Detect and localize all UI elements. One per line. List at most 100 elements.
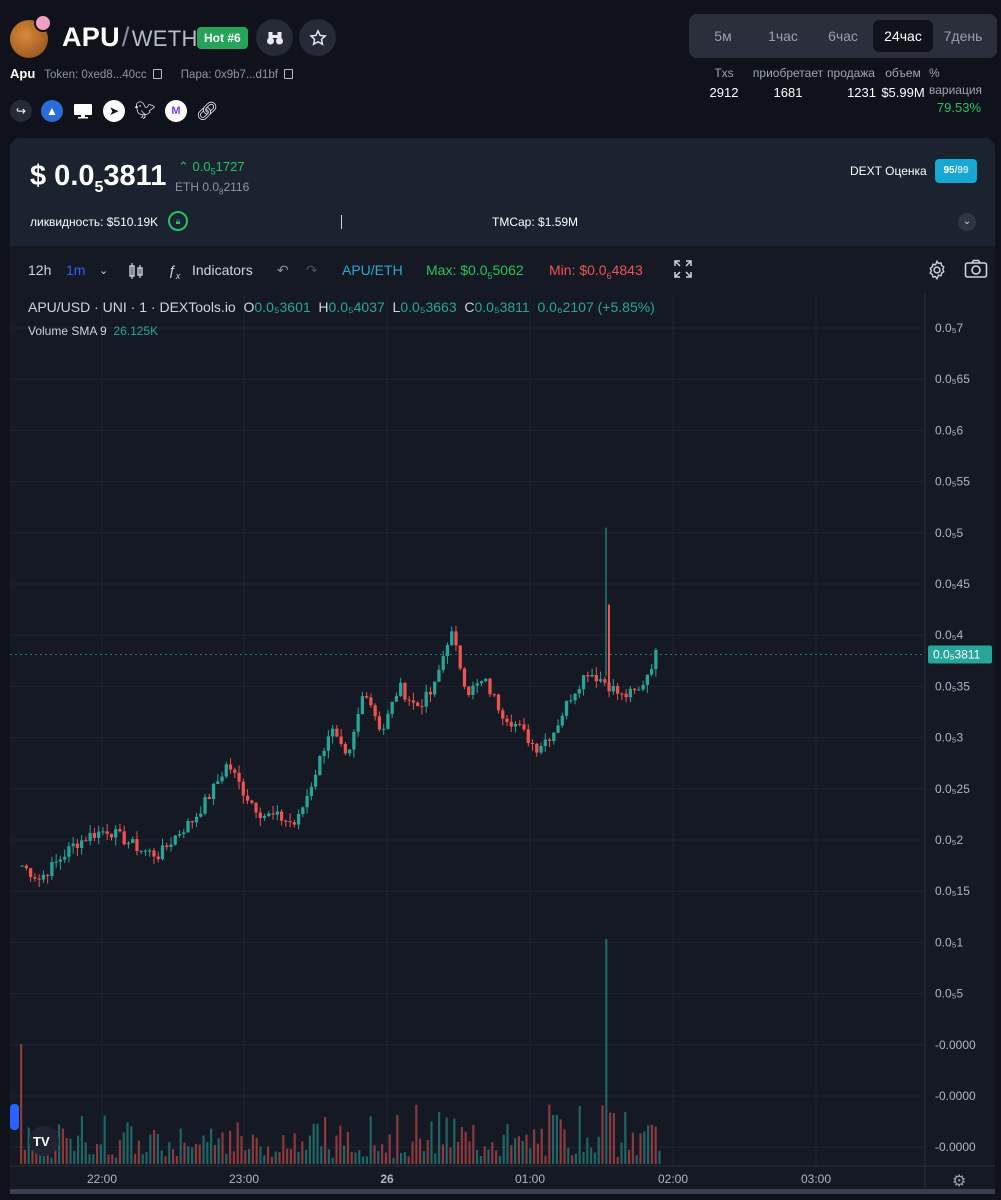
- candle-body: [288, 821, 292, 823]
- volume-bar: [50, 1157, 53, 1164]
- candle-body: [590, 675, 594, 677]
- undo-icon[interactable]: ↶: [277, 262, 289, 278]
- volume-bar: [495, 1150, 498, 1164]
- candle-body: [382, 728, 386, 730]
- candle-body: [624, 693, 628, 698]
- volume-bar: [122, 1132, 125, 1164]
- candle-body: [645, 674, 649, 685]
- favorite-button[interactable]: [299, 19, 336, 56]
- max-digits: 5062: [492, 262, 524, 278]
- stat-variation: % вариация 79.53%: [929, 66, 989, 115]
- price-prefix: $ 0.0: [30, 160, 95, 192]
- candle-body: [211, 783, 216, 800]
- pair-switch[interactable]: APU/ETH: [342, 262, 403, 278]
- star-icon: [308, 28, 327, 46]
- candle-body: [24, 865, 29, 869]
- fx-icon[interactable]: ƒx: [168, 262, 181, 281]
- candle-body: [301, 807, 305, 814]
- indicators-button[interactable]: Indicators: [192, 262, 253, 278]
- token-logo-badge: [34, 14, 52, 32]
- volume-bar: [384, 1152, 387, 1164]
- volume-bar: [297, 1151, 300, 1164]
- candle-body: [433, 681, 437, 695]
- y-tick-label: -0.0000: [935, 1089, 976, 1103]
- settings-gear-icon[interactable]: [926, 259, 948, 284]
- volume-value: 26.125K: [113, 324, 159, 338]
- twitter-icon[interactable]: 🐦︎: [134, 101, 156, 120]
- volume-bar: [586, 1137, 589, 1164]
- link-icon[interactable]: 🔗︎: [195, 100, 219, 121]
- legend-symbol: APU/USD · UNI · 1 · DEXTools.io: [28, 299, 236, 315]
- volume-bar: [206, 1141, 209, 1164]
- candle-body: [143, 850, 148, 852]
- share-icon[interactable]: ↪: [10, 100, 32, 122]
- volume-bar: [293, 1133, 296, 1164]
- candle-body: [586, 675, 590, 677]
- candle-body: [467, 686, 471, 696]
- volume-bar: [301, 1141, 304, 1164]
- candle-body: [156, 856, 160, 860]
- volume-bar: [609, 1112, 612, 1164]
- candles-icon[interactable]: [128, 262, 144, 283]
- pair-address: Пара: 0x9b7...d1bf: [180, 69, 278, 81]
- hot-badge[interactable]: Hot #6: [197, 27, 248, 49]
- camera-icon[interactable]: [964, 259, 988, 282]
- volume-bar: [23, 1149, 26, 1164]
- candle-body: [348, 749, 352, 754]
- volume-bar: [536, 1143, 539, 1164]
- expand-chevron-icon[interactable]: ⌄: [958, 213, 976, 231]
- volume-bar: [464, 1131, 467, 1164]
- liquidity-value: $510.19K: [106, 215, 159, 229]
- stat-buys: приобретает 1681: [750, 66, 826, 100]
- volume-bar: [251, 1134, 254, 1164]
- candle-body: [360, 696, 365, 715]
- x-tick-label: 22:00: [87, 1172, 117, 1186]
- interval-12h[interactable]: 12h: [28, 262, 52, 278]
- volume-bar: [491, 1142, 494, 1164]
- volume-bar: [194, 1143, 197, 1164]
- candle-body: [539, 746, 543, 753]
- timeframe-7d[interactable]: 7день: [943, 28, 983, 44]
- candle-body: [75, 843, 80, 848]
- copy-pair-icon[interactable]: [283, 69, 293, 79]
- telegram-icon[interactable]: ➤: [103, 100, 125, 122]
- chart-canvas[interactable]: 0.0₅70.0₅650.0₅60.0₅550.0₅50.0₅450.0₅40.…: [10, 246, 995, 1194]
- volume-label: Volume SMA 9: [28, 324, 107, 338]
- bottom-scrollbar: [10, 1189, 995, 1194]
- timeframe-1h[interactable]: 1час: [768, 28, 798, 44]
- copy-token-icon[interactable]: [152, 69, 162, 79]
- volume-bar: [373, 1145, 376, 1164]
- candle-body: [84, 840, 88, 842]
- volume-bar: [99, 1144, 102, 1164]
- interval-chevron-icon[interactable]: ⌄: [99, 265, 109, 277]
- stat-sells-label: продажа: [827, 66, 875, 80]
- volume-bar: [267, 1146, 270, 1164]
- coingecko-icon[interactable]: ▲: [41, 100, 63, 122]
- candle-body: [547, 739, 552, 742]
- candle-body: [131, 839, 135, 843]
- price-chart[interactable]: 0.0₅7 0.0₅65 0.0₅6 0.0₅55 0.0₅5 0.0₅45 0.0₅4 0.…: [10, 246, 995, 1194]
- fullscreen-icon[interactable]: [673, 259, 693, 282]
- token-name: Apu: [10, 66, 36, 81]
- y-tick-label: 0.0₅65: [935, 372, 970, 386]
- timeframe-5m[interactable]: 5м: [714, 28, 732, 44]
- eth-prefix: ETH 0.0: [175, 180, 220, 194]
- website-icon[interactable]: [72, 100, 94, 122]
- volume-bar: [58, 1124, 61, 1164]
- volume-bar: [658, 1150, 661, 1164]
- candle-body: [41, 874, 46, 880]
- dext-score-badge[interactable]: 95/99: [935, 159, 977, 183]
- redo-icon[interactable]: ↷: [306, 262, 318, 278]
- binoculars-button[interactable]: [256, 19, 293, 56]
- candle-body: [152, 850, 156, 857]
- timeframe-6h[interactable]: 6час: [828, 28, 858, 44]
- volume-bar: [61, 1128, 64, 1164]
- volume-bar: [20, 1044, 23, 1164]
- volume-bar: [574, 1153, 577, 1164]
- interval-1m[interactable]: 1m: [66, 262, 86, 278]
- candle-body: [173, 835, 177, 845]
- lock-icon[interactable]: 🔒︎: [168, 211, 188, 231]
- timeframe-24h[interactable]: 24час: [873, 20, 933, 52]
- legend-high: 0.0₅4037: [328, 299, 385, 315]
- chart-tool-icon[interactable]: M: [165, 100, 187, 122]
